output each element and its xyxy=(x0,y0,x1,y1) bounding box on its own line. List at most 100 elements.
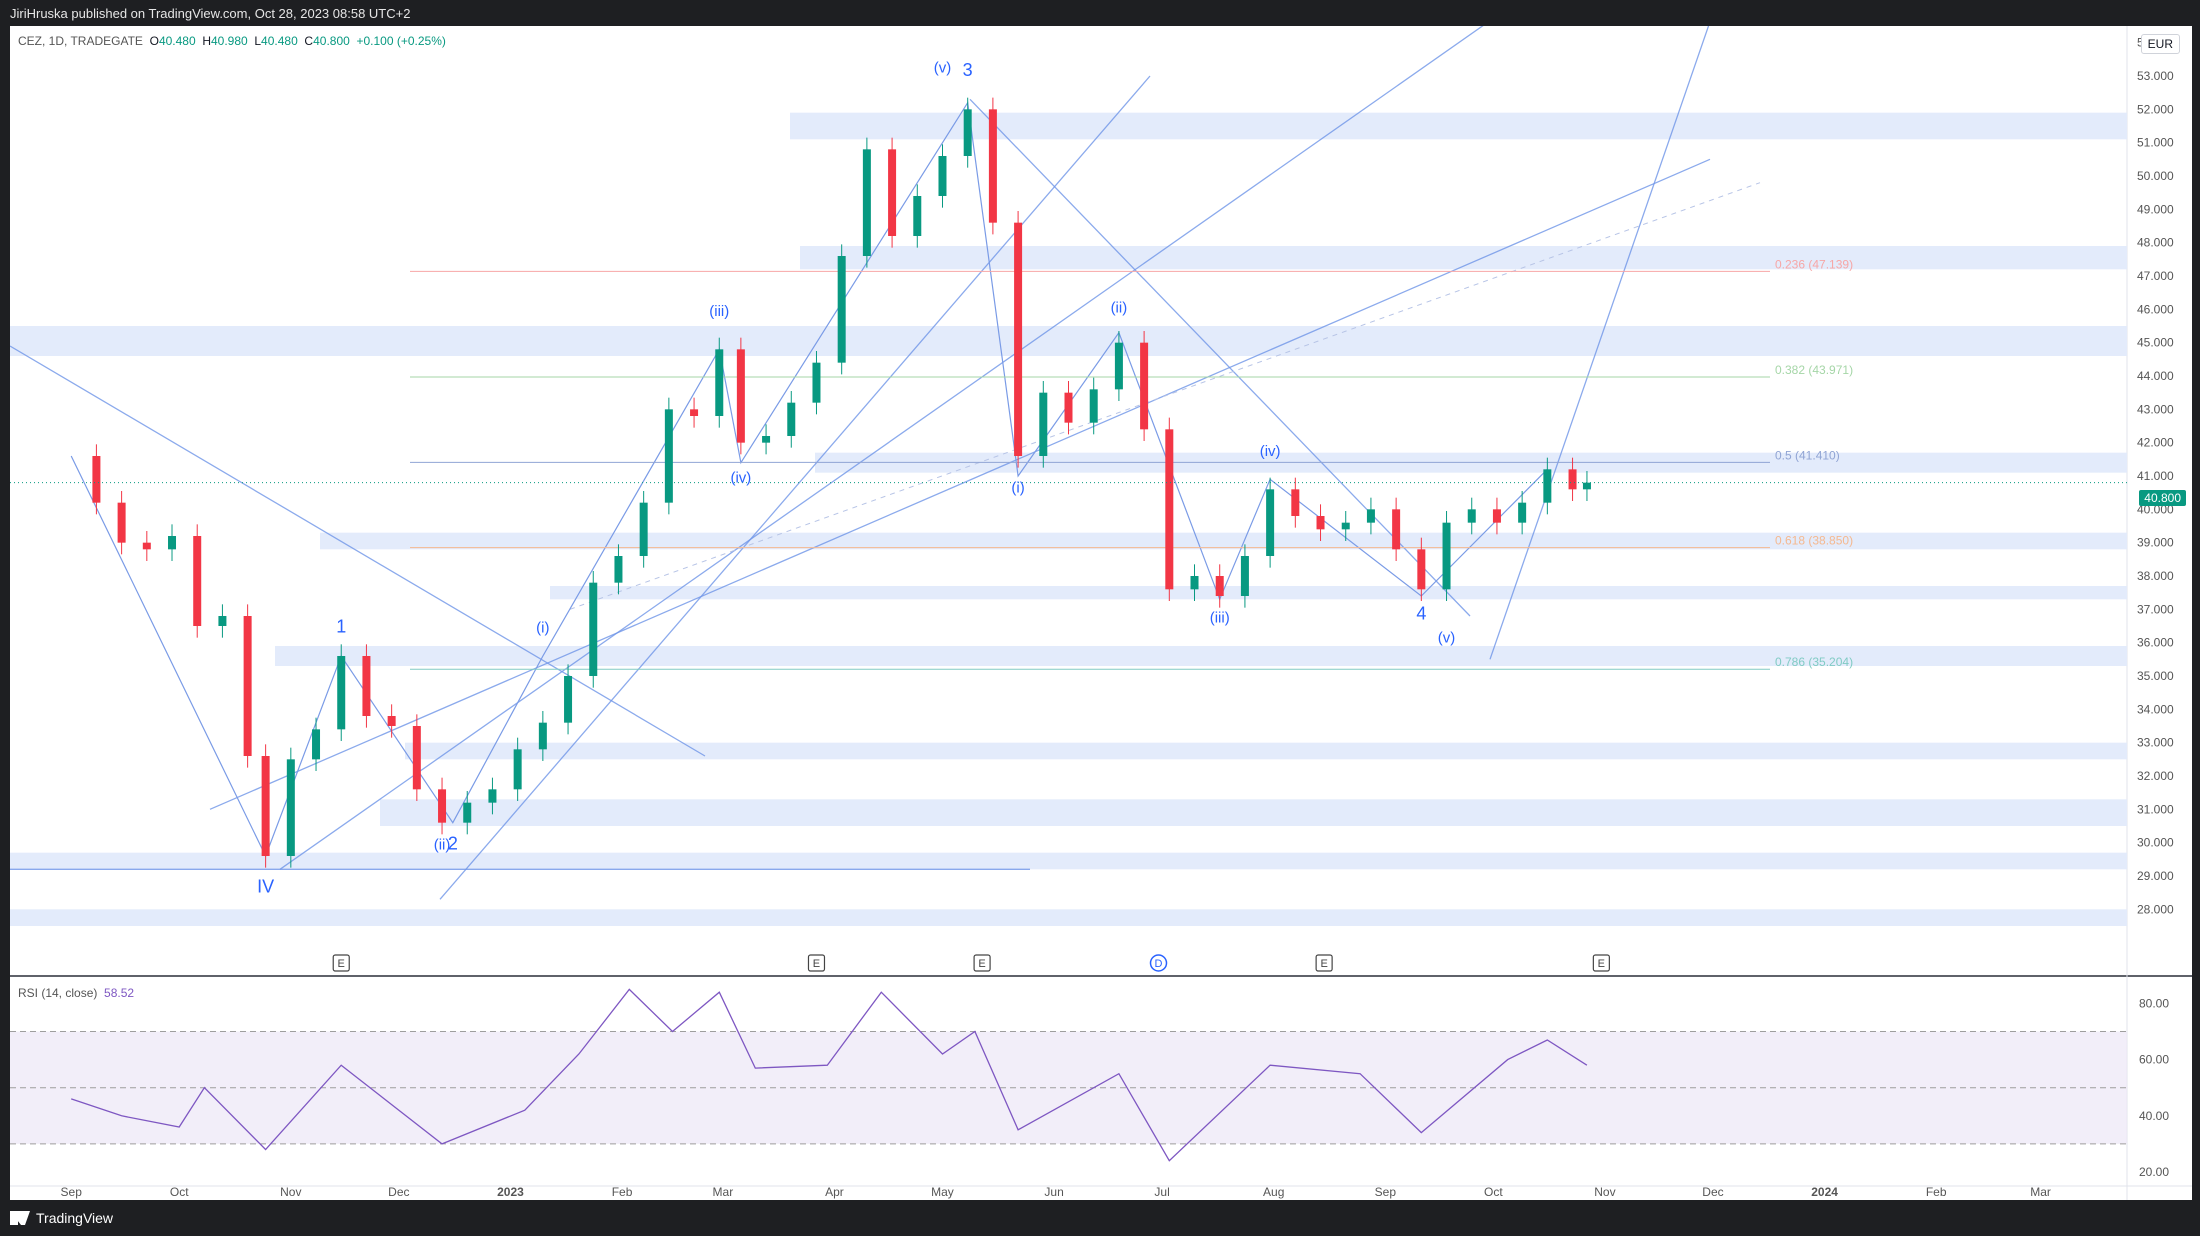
wave-label: (iv) xyxy=(730,470,751,487)
candle-body xyxy=(1064,392,1073,423)
candle-body xyxy=(387,716,396,726)
earnings-marker-label: E xyxy=(1598,958,1605,970)
price-tick-label: 28.000 xyxy=(2137,902,2174,916)
price-tick-label: 45.000 xyxy=(2137,336,2174,350)
rsi-label: RSI (14, close) xyxy=(18,986,98,1000)
candle-body xyxy=(1392,509,1401,550)
time-tick-label: Feb xyxy=(612,1185,633,1199)
wave-path xyxy=(70,100,1548,858)
candle-body xyxy=(1417,549,1426,590)
candle-body xyxy=(142,542,151,550)
candle-body xyxy=(538,722,547,750)
candle-body xyxy=(513,749,522,790)
trendline xyxy=(439,75,1151,900)
candle-body xyxy=(1568,469,1577,490)
price-tick-label: 36.000 xyxy=(2137,636,2174,650)
candle-body xyxy=(1240,556,1249,596)
time-tick-label: Nov xyxy=(280,1185,301,1199)
price-tick-label: 49.000 xyxy=(2137,202,2174,216)
sr-zone xyxy=(320,532,2127,550)
price-tick-label: 37.000 xyxy=(2137,602,2174,616)
candle-body xyxy=(1266,489,1275,556)
candle-body xyxy=(1014,222,1023,456)
time-tick-label: Dec xyxy=(1702,1185,1723,1199)
candle-body xyxy=(1089,389,1098,423)
wave-label: (ii) xyxy=(1111,300,1128,317)
wave-label: (i) xyxy=(1011,480,1024,497)
candle-body xyxy=(1582,482,1591,490)
candle-body xyxy=(337,656,346,730)
candle-body xyxy=(988,109,997,223)
candle-body xyxy=(218,616,227,626)
sr-zone xyxy=(790,112,2127,140)
time-tick-label: Aug xyxy=(1263,1185,1284,1199)
low-value: 40.480 xyxy=(261,34,298,48)
candle-body xyxy=(862,149,871,256)
tradingview-logo[interactable]: TradingView xyxy=(10,1210,113,1226)
sr-zone xyxy=(380,799,2127,826)
candle-body xyxy=(690,409,699,416)
candle-body xyxy=(1114,342,1123,390)
price-tick-label: 42.000 xyxy=(2137,436,2174,450)
sr-zone xyxy=(405,742,2127,760)
time-tick-label: Mar xyxy=(713,1185,734,1199)
open-value: 40.480 xyxy=(158,34,196,48)
fib-level-label: 0.618 (38.850) xyxy=(1775,534,1853,548)
time-tick-label: 2023 xyxy=(497,1185,524,1199)
fib-level-label: 0.236 (47.139) xyxy=(1775,257,1853,271)
candle-body xyxy=(888,149,897,236)
time-tick-label: Jun xyxy=(1044,1185,1063,1199)
wave-label: (iii) xyxy=(1210,610,1230,627)
candle-body xyxy=(1518,502,1527,523)
candle-body xyxy=(812,362,821,403)
price-tick-label: 30.000 xyxy=(2137,836,2174,850)
price-tick-label: 29.000 xyxy=(2137,869,2174,883)
wave-label: 1 xyxy=(336,617,346,637)
sr-zone xyxy=(10,326,2127,356)
time-tick-label: Mar xyxy=(2030,1185,2051,1199)
price-tick-label: 35.000 xyxy=(2137,669,2174,683)
currency-badge[interactable]: EUR xyxy=(2140,34,2180,54)
candle-body xyxy=(438,789,447,823)
fib-level-label: 0.786 (35.204) xyxy=(1775,655,1853,669)
candle-body xyxy=(168,536,177,550)
candle-body xyxy=(564,676,573,723)
price-tick-label: 43.000 xyxy=(2137,402,2174,416)
earnings-marker-label: E xyxy=(813,958,820,970)
publisher-text: JiriHruska published on TradingView.com,… xyxy=(10,6,411,21)
chart-panel[interactable]: 0.236 (47.139) 0.382 (43.971) 0.5 (41.410)… xyxy=(9,0,2192,1200)
earnings-marker-label: E xyxy=(338,958,345,970)
close-value: 40.800 xyxy=(313,34,350,48)
symbol-name: CEZ, 1D, TRADEGATE xyxy=(18,34,143,48)
candle-body xyxy=(787,402,796,436)
candle-body xyxy=(193,536,202,626)
price-tick-label: 50.000 xyxy=(2137,169,2174,183)
price-tick-label: 47.000 xyxy=(2137,269,2174,283)
price-tick-label: 52.000 xyxy=(2137,102,2174,116)
fib-level-label: 0.5 (41.410) xyxy=(1775,448,1840,462)
rsi-value: 58.52 xyxy=(104,986,135,1000)
candle-body xyxy=(715,349,724,416)
candle-body xyxy=(1291,489,1300,516)
candle-body xyxy=(963,109,972,156)
candle-body xyxy=(736,349,745,443)
wave-label: (v) xyxy=(934,60,952,77)
price-chart[interactable]: 0.236 (47.139) 0.382 (43.971) 0.5 (41.410)… xyxy=(9,0,2192,1200)
candle-body xyxy=(1190,576,1199,590)
rsi-band-fill xyxy=(10,1031,2127,1144)
brand-label: TradingView xyxy=(36,1210,114,1226)
trendline xyxy=(279,0,1521,870)
time-tick-label: Dec xyxy=(388,1185,409,1199)
wave-label: IV xyxy=(257,877,274,897)
footer-bar: TradingView xyxy=(0,1200,2200,1236)
candle-body xyxy=(1341,522,1350,530)
time-tick-label: Nov xyxy=(1594,1185,1615,1199)
rsi-tick-label: 80.00 xyxy=(2139,996,2169,1010)
candle-body xyxy=(286,759,295,856)
candle-body xyxy=(1140,342,1149,430)
candle-body xyxy=(312,729,321,760)
sr-zone xyxy=(10,909,2127,926)
dividend-marker xyxy=(1149,954,1168,972)
trendline xyxy=(209,158,1711,810)
candle-body xyxy=(1316,516,1325,530)
